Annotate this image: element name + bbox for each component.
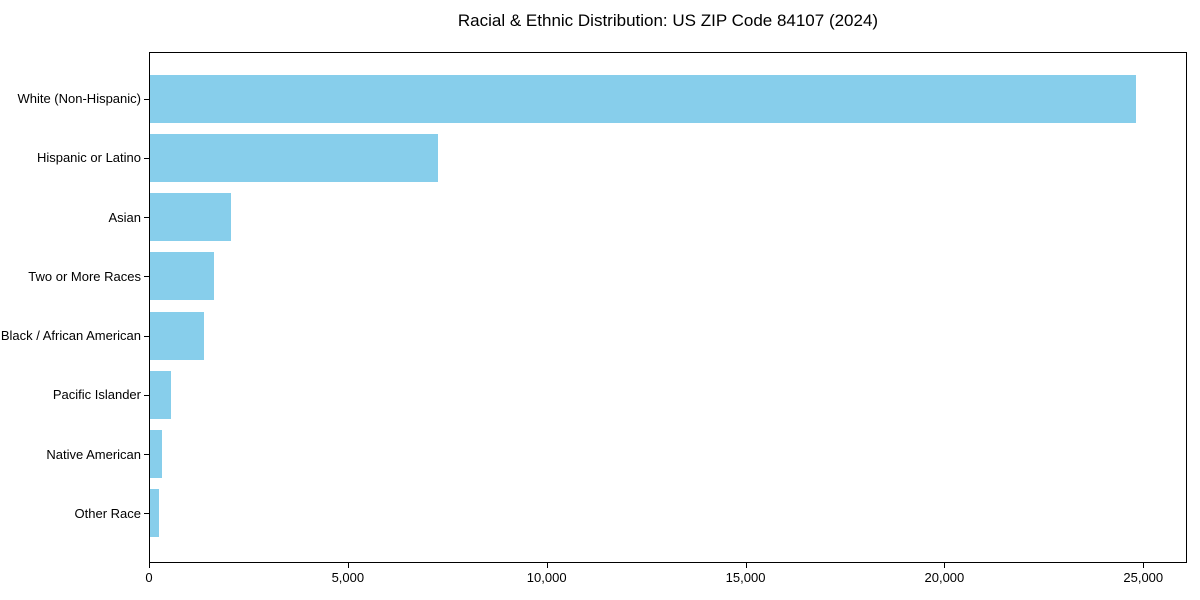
x-tick-label: 25,000 xyxy=(1123,570,1164,585)
bar-pacific-islander xyxy=(150,370,172,419)
x-tick-label: 20,000 xyxy=(924,570,965,585)
y-tick-slot xyxy=(144,425,149,484)
y-tick-mark xyxy=(144,217,149,219)
y-tick-mark xyxy=(144,513,149,515)
y-axis-category-labels: White (Non-Hispanic) Hispanic or Latino As… xyxy=(0,53,141,562)
bar-white-non-hispanic xyxy=(150,74,1137,123)
bar-row xyxy=(150,425,1186,484)
y-tick-slot xyxy=(144,247,149,306)
y-category-label: Black / African American xyxy=(0,328,141,344)
y-axis-tick-marks xyxy=(144,53,149,562)
y-category-label: Hispanic or Latino xyxy=(36,150,141,166)
y-tick-mark xyxy=(144,454,149,456)
bar-row xyxy=(150,484,1186,543)
x-tick-label: 15,000 xyxy=(725,570,766,585)
plot-area xyxy=(149,52,1187,563)
x-tick-mark xyxy=(745,563,747,568)
x-tick-label: 5,000 xyxy=(331,570,365,585)
bar-row xyxy=(150,365,1186,424)
x-tick-mark xyxy=(944,563,946,568)
bar-hispanic-or-latino xyxy=(150,133,438,182)
bar-row xyxy=(150,247,1186,306)
y-tick-slot xyxy=(144,365,149,424)
y-tick-mark xyxy=(144,394,149,396)
y-tick-mark xyxy=(144,276,149,278)
x-tick-mark xyxy=(149,563,150,568)
y-tick-mark xyxy=(144,98,149,100)
y-category-label: Pacific Islander xyxy=(52,387,141,403)
y-category-label: Two or More Races xyxy=(28,268,141,284)
y-tick-slot xyxy=(144,188,149,247)
y-category-label: Other Race xyxy=(74,505,141,521)
y-tick-slot xyxy=(144,69,149,128)
y-tick-mark xyxy=(144,157,149,159)
bar-row xyxy=(150,306,1186,365)
x-tick-mark xyxy=(1143,563,1145,568)
bar-native-american xyxy=(150,430,162,479)
y-tick-mark xyxy=(144,335,149,337)
bar-other-race xyxy=(150,489,159,538)
bar-row xyxy=(150,128,1186,187)
x-axis: 0 5,000 10,000 15,000 20,000 25,000 xyxy=(145,563,1187,599)
y-tick-slot xyxy=(144,128,149,187)
bar-asian xyxy=(150,193,231,242)
y-category-label: Asian xyxy=(108,209,141,225)
chart-title: Racial & Ethnic Distribution: US ZIP Cod… xyxy=(457,11,879,30)
y-tick-slot xyxy=(144,484,149,543)
bar-two-or-more-races xyxy=(150,252,214,301)
bar-row xyxy=(150,188,1186,247)
bar-black-african-american xyxy=(150,311,204,360)
x-tick-label: 0 xyxy=(145,570,153,585)
x-tick-mark xyxy=(546,563,548,568)
y-category-label: Native American xyxy=(46,446,141,462)
y-tick-slot xyxy=(144,306,149,365)
x-tick-label: 10,000 xyxy=(526,570,567,585)
x-tick-mark xyxy=(347,563,349,568)
bar-row xyxy=(150,69,1186,128)
y-category-label: White (Non-Hispanic) xyxy=(17,91,141,107)
